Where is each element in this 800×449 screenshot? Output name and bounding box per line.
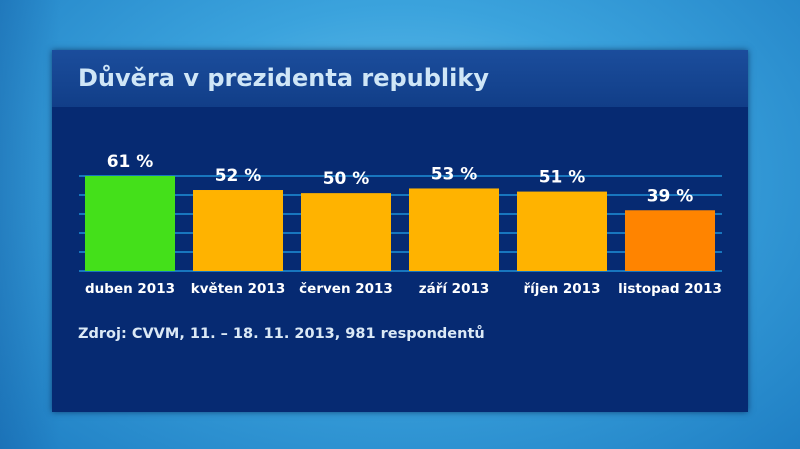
value-labels-group: 61 % 52 % 50 % 53 % 51 % 39 % bbox=[107, 152, 694, 206]
bars-group bbox=[85, 176, 715, 271]
value-label-4: 53 % bbox=[431, 164, 478, 184]
title-bar: Důvěra v prezidenta republiky bbox=[52, 50, 748, 107]
value-label-3: 50 % bbox=[323, 169, 370, 189]
category-label-3: červen 2013 bbox=[299, 281, 393, 297]
bar-2 bbox=[193, 190, 283, 271]
source-note: Zdroj: CVVM, 11. – 18. 11. 2013, 981 res… bbox=[78, 326, 485, 342]
bar-4 bbox=[409, 188, 499, 271]
category-labels-group: duben 2013 květen 2013 červen 2013 září 201… bbox=[85, 281, 722, 297]
chart-panel: Důvěra v prezidenta republiky 61 % 52 % 50… bbox=[52, 50, 748, 412]
bar-chart: 61 % 52 % 50 % 53 % 51 % 39 % duben 2013 květe… bbox=[79, 152, 722, 297]
category-label-5: říjen 2013 bbox=[524, 281, 601, 297]
value-label-6: 39 % bbox=[647, 186, 694, 206]
bar-3 bbox=[301, 193, 391, 271]
category-label-4: září 2013 bbox=[419, 281, 490, 297]
category-label-2: květen 2013 bbox=[191, 281, 285, 297]
value-label-2: 52 % bbox=[215, 166, 262, 186]
bar-1 bbox=[85, 176, 175, 271]
background-edge bbox=[0, 0, 60, 449]
bar-5 bbox=[517, 191, 607, 271]
bar-6 bbox=[625, 210, 715, 271]
value-label-5: 51 % bbox=[539, 168, 586, 188]
chart-title: Důvěra v prezidenta republiky bbox=[78, 64, 489, 92]
value-label-1: 61 % bbox=[107, 152, 154, 172]
gridlines bbox=[79, 175, 722, 272]
category-label-1: duben 2013 bbox=[85, 281, 175, 297]
category-label-6: listopad 2013 bbox=[618, 281, 722, 297]
